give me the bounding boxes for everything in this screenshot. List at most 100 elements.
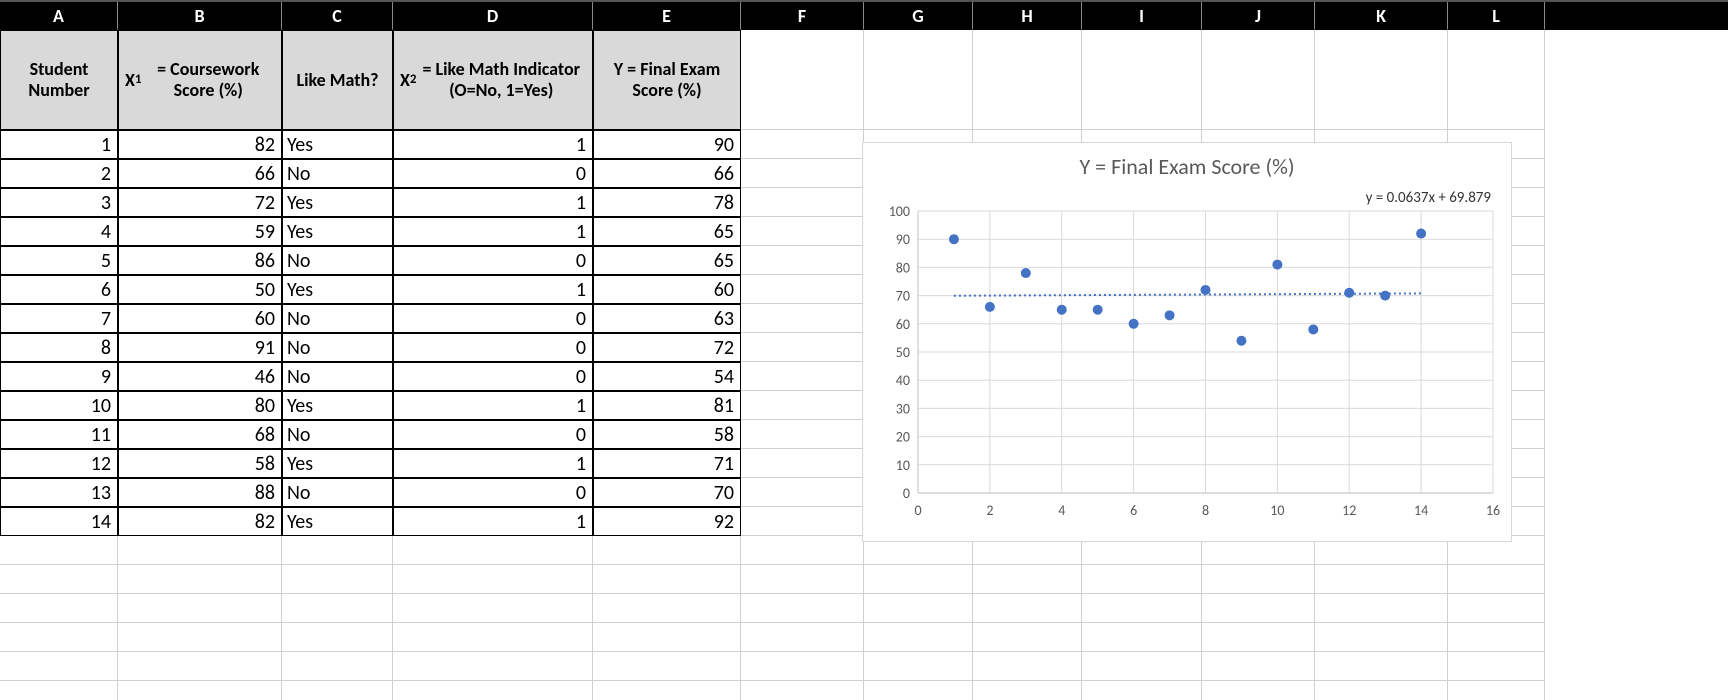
cell-blank[interactable] <box>741 420 864 449</box>
cell-blank[interactable] <box>118 623 282 652</box>
cell-blank[interactable] <box>864 30 973 130</box>
cell-blank[interactable] <box>1202 30 1315 130</box>
cell-blank[interactable] <box>0 623 118 652</box>
cell-blank[interactable] <box>593 594 741 623</box>
header-cell-C[interactable]: Like Math? <box>282 30 393 130</box>
cell-D12[interactable]: 0 <box>393 420 593 449</box>
cell-blank[interactable] <box>741 594 864 623</box>
column-header-I[interactable]: I <box>1082 2 1202 30</box>
cell-blank[interactable] <box>973 565 1082 594</box>
column-header-D[interactable]: D <box>393 2 593 30</box>
column-header-A[interactable]: A <box>0 2 118 30</box>
cell-blank[interactable] <box>282 565 393 594</box>
cell-A10[interactable]: 9 <box>0 362 118 391</box>
cell-blank[interactable] <box>593 652 741 681</box>
cell-B8[interactable]: 60 <box>118 304 282 333</box>
cell-blank[interactable] <box>741 391 864 420</box>
cell-blank[interactable] <box>393 565 593 594</box>
cell-E11[interactable]: 81 <box>593 391 741 420</box>
cell-C3[interactable]: No <box>282 159 393 188</box>
cell-A6[interactable]: 5 <box>0 246 118 275</box>
cell-E5[interactable]: 65 <box>593 217 741 246</box>
cell-D3[interactable]: 0 <box>393 159 593 188</box>
column-header-F[interactable]: F <box>741 2 864 30</box>
cell-blank[interactable] <box>741 565 864 594</box>
cell-blank[interactable] <box>282 652 393 681</box>
cell-blank[interactable] <box>741 536 864 565</box>
cell-blank[interactable] <box>0 536 118 565</box>
cell-D2[interactable]: 1 <box>393 130 593 159</box>
cell-blank[interactable] <box>118 594 282 623</box>
cell-blank[interactable] <box>1315 681 1448 700</box>
cell-D8[interactable]: 0 <box>393 304 593 333</box>
cell-blank[interactable] <box>741 30 864 130</box>
cell-E6[interactable]: 65 <box>593 246 741 275</box>
cell-blank[interactable] <box>1082 623 1202 652</box>
cell-C6[interactable]: No <box>282 246 393 275</box>
cell-blank[interactable] <box>1202 652 1315 681</box>
cell-C8[interactable]: No <box>282 304 393 333</box>
cell-blank[interactable] <box>393 536 593 565</box>
cell-A15[interactable]: 14 <box>0 507 118 536</box>
cell-blank[interactable] <box>1315 565 1448 594</box>
cell-blank[interactable] <box>1448 652 1545 681</box>
cell-C4[interactable]: Yes <box>282 188 393 217</box>
cell-D11[interactable]: 1 <box>393 391 593 420</box>
cell-blank[interactable] <box>973 623 1082 652</box>
cell-blank[interactable] <box>973 30 1082 130</box>
cell-C10[interactable]: No <box>282 362 393 391</box>
cell-E15[interactable]: 92 <box>593 507 741 536</box>
cell-blank[interactable] <box>741 652 864 681</box>
cell-blank[interactable] <box>0 652 118 681</box>
cell-B5[interactable]: 59 <box>118 217 282 246</box>
cell-B7[interactable]: 50 <box>118 275 282 304</box>
column-header-E[interactable]: E <box>593 2 741 30</box>
cell-C9[interactable]: No <box>282 333 393 362</box>
scatter-chart[interactable]: Y = Final Exam Score (%) y = 0.0637x + 6… <box>862 142 1512 542</box>
cell-B9[interactable]: 91 <box>118 333 282 362</box>
cell-blank[interactable] <box>973 652 1082 681</box>
cell-B12[interactable]: 68 <box>118 420 282 449</box>
cell-blank[interactable] <box>864 681 973 700</box>
cell-E3[interactable]: 66 <box>593 159 741 188</box>
cell-blank[interactable] <box>741 304 864 333</box>
cell-C13[interactable]: Yes <box>282 449 393 478</box>
cell-blank[interactable] <box>1202 623 1315 652</box>
cell-blank[interactable] <box>118 652 282 681</box>
cell-A3[interactable]: 2 <box>0 159 118 188</box>
cell-E7[interactable]: 60 <box>593 275 741 304</box>
cell-blank[interactable] <box>593 623 741 652</box>
cell-blank[interactable] <box>593 681 741 700</box>
column-header-B[interactable]: B <box>118 2 282 30</box>
cell-D4[interactable]: 1 <box>393 188 593 217</box>
cell-blank[interactable] <box>1448 30 1545 130</box>
cell-blank[interactable] <box>1082 652 1202 681</box>
cell-blank[interactable] <box>1448 623 1545 652</box>
cell-A11[interactable]: 10 <box>0 391 118 420</box>
cell-blank[interactable] <box>593 536 741 565</box>
cell-B11[interactable]: 80 <box>118 391 282 420</box>
cell-blank[interactable] <box>282 536 393 565</box>
cell-A8[interactable]: 7 <box>0 304 118 333</box>
cell-A2[interactable]: 1 <box>0 130 118 159</box>
cell-blank[interactable] <box>118 565 282 594</box>
cell-blank[interactable] <box>741 188 864 217</box>
cell-A12[interactable]: 11 <box>0 420 118 449</box>
cell-E8[interactable]: 63 <box>593 304 741 333</box>
cell-blank[interactable] <box>864 565 973 594</box>
cell-blank[interactable] <box>864 594 973 623</box>
column-header-H[interactable]: H <box>973 2 1082 30</box>
cell-blank[interactable] <box>0 681 118 700</box>
cell-C7[interactable]: Yes <box>282 275 393 304</box>
cell-blank[interactable] <box>741 275 864 304</box>
cell-B10[interactable]: 46 <box>118 362 282 391</box>
cell-E12[interactable]: 58 <box>593 420 741 449</box>
cell-A13[interactable]: 12 <box>0 449 118 478</box>
cell-blank[interactable] <box>741 130 864 159</box>
cell-blank[interactable] <box>1315 623 1448 652</box>
header-cell-D[interactable]: X2 = Like Math Indicator (O=No, 1=Yes) <box>393 30 593 130</box>
cell-blank[interactable] <box>1082 565 1202 594</box>
cell-B2[interactable]: 82 <box>118 130 282 159</box>
cell-blank[interactable] <box>1315 652 1448 681</box>
cell-blank[interactable] <box>741 681 864 700</box>
